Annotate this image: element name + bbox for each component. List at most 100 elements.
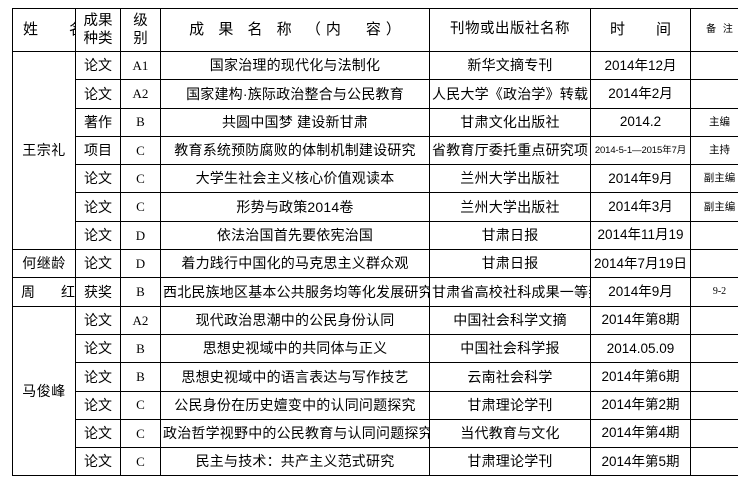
cell-time: 2014年第2期 (590, 390, 691, 420)
cell-achievement-kind: 论文 (75, 418, 121, 449)
cell-publication: 兰州大学出版社 (429, 164, 591, 194)
cell-achievement-kind: 论文 (75, 305, 121, 335)
cell-publication: 云南社会科学 (429, 362, 591, 392)
table-header: 姓 名 成果 种类 级 别 成 果 名 称 （内 容） 刊物或出版社名称 时 间… (12, 8, 738, 52)
cell-publication: 兰州大学出版社 (429, 192, 591, 222)
cell-level: B (120, 107, 161, 137)
cell-level: D (120, 249, 161, 279)
cell-note (690, 447, 738, 477)
table-row: 论文 B 思想史视域中的共同体与正义 中国社会科学报 2014.05.09 (13, 333, 738, 364)
cell-achievement-kind: 项目 (75, 135, 121, 166)
cell-time: 2014年第5期 (590, 447, 691, 477)
cell-time: 2014年第4期 (590, 418, 691, 449)
cell-level: A2 (120, 305, 161, 335)
column-header-level-line1: 级 (133, 12, 148, 29)
cell-note (690, 220, 738, 251)
table-body: 王宗礼 论文 A1 国家治理的现代化与法制化 新华文摘专刊 2014年12月 论文 A2 国家建… (12, 50, 738, 477)
cell-publication: 甘肃理论学刊 (429, 447, 591, 477)
column-header-level: 级 别 (120, 8, 161, 52)
cell-level: A1 (120, 50, 161, 81)
cell-achievement-title: 形势与政策2014卷 (160, 192, 430, 222)
cell-publication: 甘肃文化出版社 (429, 107, 591, 137)
cell-achievement-kind: 论文 (75, 79, 121, 109)
cell-publication: 新华文摘专刊 (429, 50, 591, 81)
table-row: 论文 C 形势与政策2014卷 兰州大学出版社 2014年3月 副主编 (13, 192, 738, 222)
cell-achievement-kind: 论文 (75, 362, 121, 392)
cell-achievement-title: 大学生社会主义核心价值观读本 (160, 164, 430, 194)
cell-time: 2014.2 (590, 107, 691, 137)
cell-publication: 甘肃理论学刊 (429, 390, 591, 420)
achievements-table: 姓 名 成果 种类 级 别 成 果 名 称 （内 容） 刊物或出版社名称 时 间… (12, 8, 738, 477)
cell-note: 副主编 (690, 164, 738, 194)
cell-level: C (120, 390, 161, 420)
cell-achievement-kind: 论文 (75, 50, 121, 81)
cell-achievement-title: 着力践行中国化的马克思主义群众观 (160, 249, 430, 279)
header-row: 姓 名 成果 种类 级 别 成 果 名 称 （内 容） 刊物或出版社名称 时 间… (12, 8, 738, 52)
cell-publication: 当代教育与文化 (429, 418, 591, 449)
column-header-name: 姓 名 (12, 8, 76, 52)
table-row: 周 红获奖 B 西北民族地区基本公共服务均等化发展研究 甘肃省高校社科成果一等奖 201… (12, 277, 738, 307)
cell-level: B (120, 362, 161, 392)
cell-achievement-kind: 论文 (75, 249, 121, 279)
table-row: 何继龄 论文 D 着力践行中国化的马克思主义群众观 甘肃日报 2014年7月19日 (12, 249, 738, 279)
cell-publication: 省教育厅委托重点研究项目 (429, 135, 591, 166)
cell-achievement-title: 国家治理的现代化与法制化 (160, 50, 430, 81)
cell-achievement-title: 西北民族地区基本公共服务均等化发展研究 (160, 277, 430, 307)
cell-achievement-kind: 论文 (75, 192, 121, 222)
cell-publication: 甘肃省高校社科成果一等奖 (429, 277, 591, 307)
cell-time: 2014.05.09 (590, 333, 691, 364)
cell-level: C (120, 447, 161, 477)
cell-note (690, 362, 738, 392)
cell-time: 2014年11月19 (590, 220, 691, 251)
cell-time: 2014年第8期 (590, 305, 691, 335)
cell-time: 2014年9月 (590, 164, 691, 194)
column-header-note: 备 注 (690, 8, 738, 52)
cell-level: C (120, 418, 161, 449)
cell-achievement-title: 教育系统预防腐败的体制机制建设研究 (160, 135, 430, 166)
cell-note (690, 50, 738, 81)
cell-note (690, 390, 738, 420)
cell-person-name: 周 红 (12, 277, 76, 307)
cell-note (690, 79, 738, 109)
cell-time: 2014年7月19日 (590, 249, 691, 279)
cell-achievement-kind: 论文 (75, 333, 121, 364)
table-row: 论文 A2 国家建构·族际政治整合与公民教育 人民大学《政治学》转载 2014年2月 (13, 79, 738, 109)
cell-note: 副主编 (690, 192, 738, 222)
cell-achievement-kind: 论文 (75, 390, 121, 420)
table-row: 项目 C 教育系统预防腐败的体制机制建设研究 省教育厅委托重点研究项目 2014-5-1… (13, 135, 738, 166)
cell-publication: 中国社会科学报 (429, 333, 591, 364)
cell-achievement-kind: 论文 (75, 220, 121, 251)
cell-achievement-kind: 著作 (75, 107, 121, 137)
cell-publication: 甘肃日报 (429, 249, 591, 279)
cell-time: 2014-5-1—2015年7月 (590, 135, 691, 166)
cell-achievement-title: 思想史视域中的共同体与正义 (160, 333, 430, 364)
cell-achievement-title: 国家建构·族际政治整合与公民教育 (160, 79, 430, 109)
column-header-title: 成 果 名 称 （内 容） (160, 8, 430, 52)
table-row: 论文 C 政治哲学视野中的公民教育与认同问题探究 当代教育与文化 2014年第4期 (13, 418, 738, 449)
cell-note: 主持 (690, 135, 738, 166)
cell-level: C (120, 135, 161, 166)
cell-achievement-kind: 论文 (75, 447, 121, 477)
table-row: 论文 C 公民身份在历史嬗变中的认同问题探究 甘肃理论学刊 2014年第2期 (13, 390, 738, 420)
table-row: 论文 C 大学生社会主义核心价值观读本 兰州大学出版社 2014年9月 副主编 (13, 164, 738, 194)
cell-achievement-kind: 论文 (75, 164, 121, 194)
cell-person-name: 何继龄 (12, 249, 76, 279)
cell-note (690, 249, 738, 279)
cell-level: B (120, 277, 161, 307)
table-row: 著作 B 共圆中国梦 建设新甘肃 甘肃文化出版社 2014.2 主编 (13, 107, 738, 137)
cell-achievement-title: 共圆中国梦 建设新甘肃 (160, 107, 430, 137)
table-row: 王宗礼 论文 A1 国家治理的现代化与法制化 新华文摘专刊 2014年12月 (12, 50, 738, 251)
cell-time: 2014年9月 (590, 277, 691, 307)
cell-note: 9-2 (690, 277, 738, 307)
cell-note (690, 418, 738, 449)
cell-achievement-title: 依法治国首先要依宪治国 (160, 220, 430, 251)
cell-achievement-kind: 获奖 (75, 277, 121, 307)
cell-person-name: 王宗礼 (12, 50, 76, 251)
cell-time: 2014年12月 (590, 50, 691, 81)
cell-publication: 中国社会科学文摘 (429, 305, 591, 335)
column-header-kind-line2: 种类 (83, 31, 113, 47)
cell-time: 2014年第6期 (590, 362, 691, 392)
cell-note (690, 333, 738, 364)
table-row: 论文 B 思想史视域中的语言表达与写作技艺 云南社会科学 2014年第6期 (13, 362, 738, 392)
